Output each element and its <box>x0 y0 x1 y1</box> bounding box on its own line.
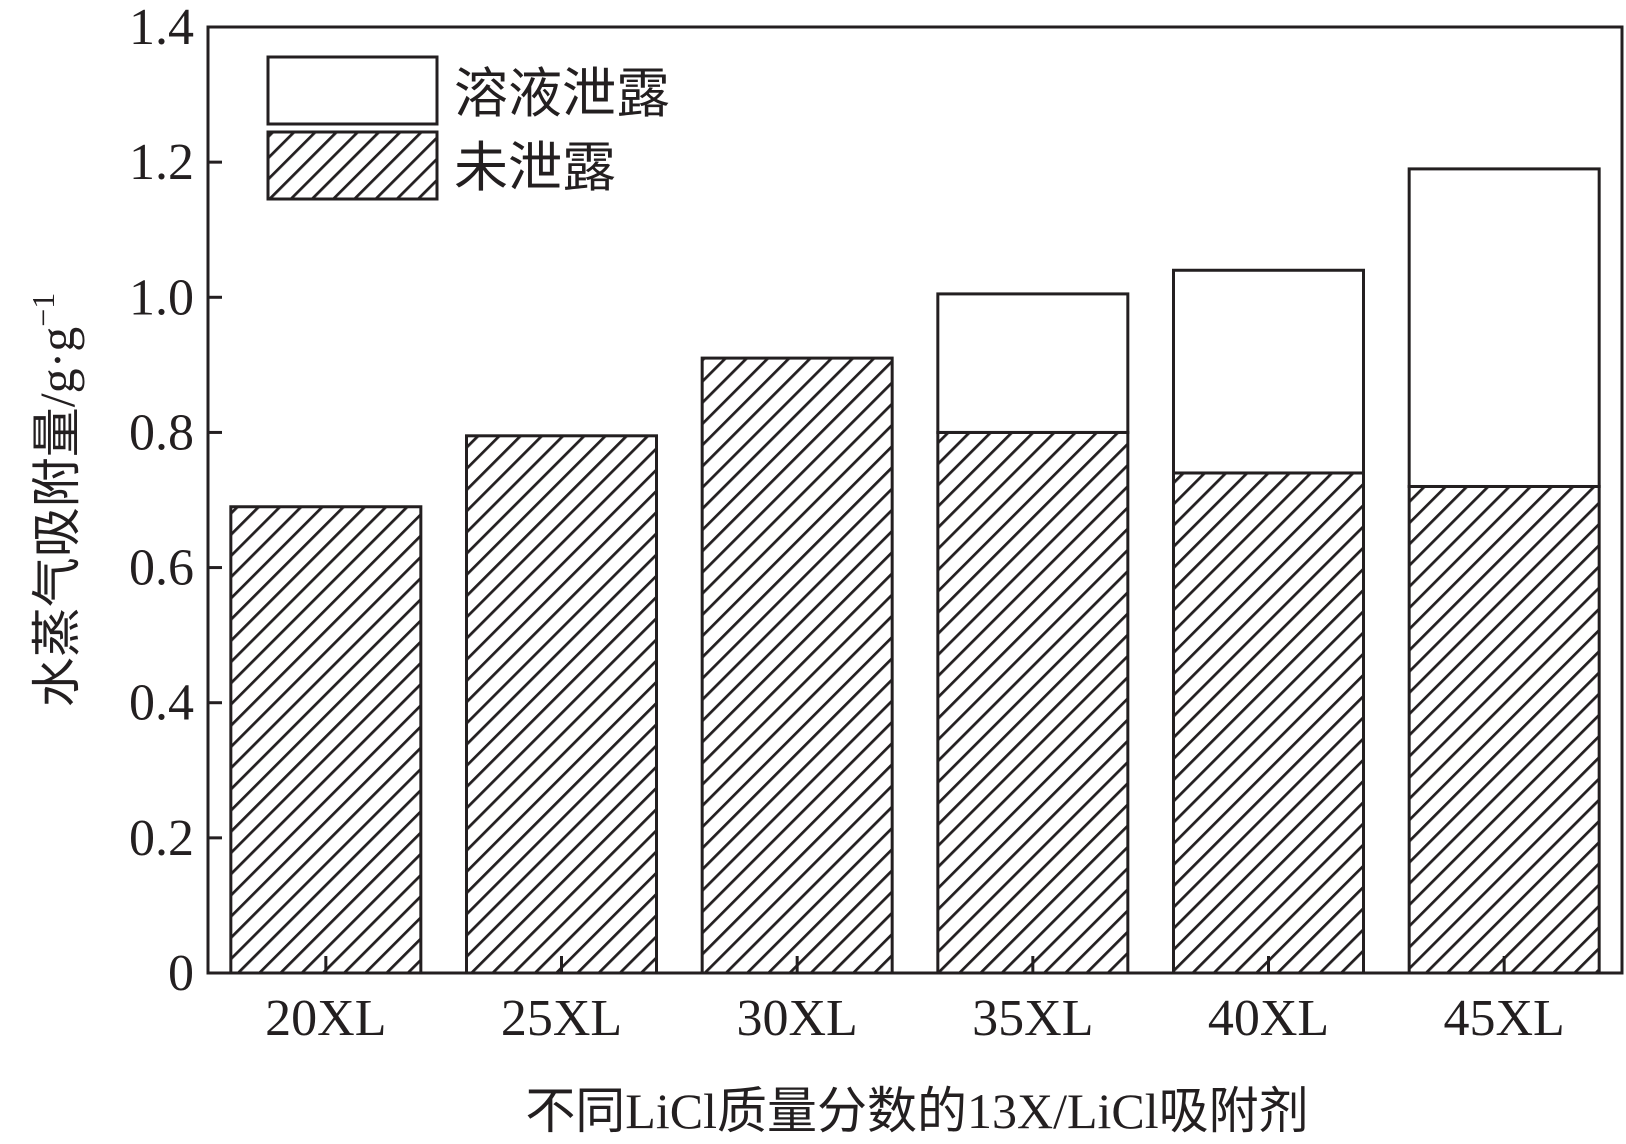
legend-label-noleak: 未泄露 <box>454 138 616 198</box>
legend-swatch-noleak <box>266 130 439 201</box>
y-tick-label: 0.6 <box>129 540 194 597</box>
y-tick-label: 0.8 <box>129 404 194 461</box>
bars-layer <box>229 167 1601 975</box>
bar-35XL-leak <box>936 292 1130 434</box>
bar-35XL-no-leak <box>936 430 1130 975</box>
plot-frame <box>206 25 1624 975</box>
x-tick-label: 20XL <box>265 990 386 1047</box>
legend-swatch-leak <box>266 55 439 126</box>
y-axis-title-main: 水蒸气吸附量/g·g <box>29 327 85 708</box>
bar-40XL-leak <box>1172 268 1365 475</box>
legend-label-leak: 溶液泄露 <box>454 64 670 124</box>
x-tick-label: 25XL <box>501 990 622 1047</box>
y-tick-label: 0.4 <box>129 675 194 732</box>
y-axis-title: 水蒸气吸附量/g·g−1 <box>25 293 85 708</box>
bar-45XL-no-leak <box>1407 484 1601 975</box>
y-tick-label: 1.2 <box>129 134 194 191</box>
x-axis-title: 不同LiCl质量分数的13X/LiCl吸附剂 <box>525 1083 1308 1139</box>
bar-30XL-no-leak <box>700 356 894 975</box>
x-tick-label: 40XL <box>1208 990 1329 1047</box>
x-axis-ticks: 20XL 25XL 30XL 35XL 40XL 45XL <box>265 956 1565 1047</box>
x-tick-label: 30XL <box>737 990 858 1047</box>
bar-40XL-no-leak <box>1172 471 1365 975</box>
legend: 溶液泄露 未泄露 <box>266 55 670 201</box>
x-tick-label: 35XL <box>972 990 1093 1047</box>
bar-45XL-leak <box>1407 167 1601 488</box>
y-tick-label: 0 <box>168 945 194 1002</box>
y-tick-label: 0.2 <box>129 810 194 867</box>
y-axis-ticks: 0 0.2 0.4 0.6 0.8 1.0 1.2 1.4 <box>129 0 222 1002</box>
x-tick-label: 45XL <box>1444 990 1565 1047</box>
bar-25XL-no-leak <box>465 434 658 975</box>
y-tick-label: 1.4 <box>129 0 194 56</box>
y-tick-label: 1.0 <box>129 269 194 326</box>
bar-20XL-no-leak <box>229 505 423 975</box>
y-axis-title-exponent: −1 <box>25 293 61 327</box>
